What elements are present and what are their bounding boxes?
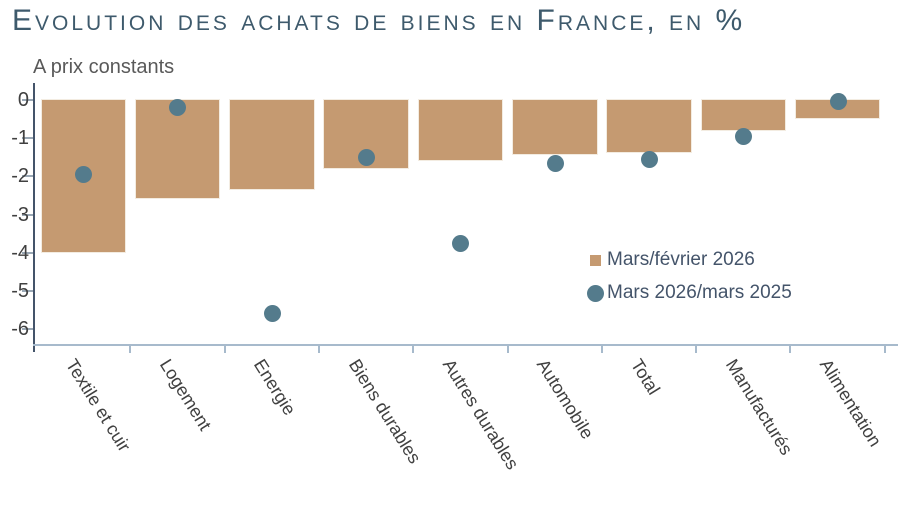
bar-automobile (512, 99, 598, 156)
legend-swatch-box (585, 254, 605, 266)
bar-series-swatch-icon (589, 254, 601, 266)
bar-total (606, 99, 692, 154)
legend-item-dot-series: Mars 2026/mars 2025 (585, 280, 792, 306)
dot-textile-et-cuir (75, 165, 93, 183)
dot-logement (169, 99, 187, 117)
y-tick-label--2: -2 (11, 165, 29, 188)
y-tick-mark (22, 251, 33, 254)
x-tick-mark (600, 346, 603, 353)
x-tick-mark (317, 346, 320, 353)
x-label-energie: Energie (250, 355, 300, 419)
y-tick-label--6: -6 (11, 318, 29, 341)
y-tick-label--4: -4 (11, 241, 29, 264)
x-tick-mark (883, 346, 886, 353)
dot-alimentation (829, 93, 847, 111)
x-axis-line (33, 344, 898, 346)
bar-manufactures (700, 99, 787, 131)
x-label-total: Total (627, 355, 665, 399)
dot-series-swatch-icon (586, 284, 604, 302)
y-tick-label--5: -5 (11, 280, 29, 302)
y-tick-mark (22, 328, 33, 331)
y-tick-mark (22, 99, 33, 101)
y-tick-mark (22, 213, 33, 216)
legend-label-dot-series: Mars 2026/mars 2025 (607, 282, 792, 303)
chart-title: Evolution des achats de biens en France,… (12, 4, 746, 37)
bar-autres-durables (417, 99, 504, 162)
x-label-alimentation: Alimentation (815, 355, 886, 451)
x-label-logement: Logement (155, 355, 216, 434)
x-label-manufactures: Manufacturés (721, 355, 797, 459)
x-label-autres-durables: Autres durables (438, 355, 523, 473)
dot-energie (263, 305, 281, 323)
x-tick-mark (789, 346, 792, 353)
y-tick-label--1: -1 (11, 127, 29, 150)
dot-manufactures (735, 127, 753, 145)
bar-energie (229, 99, 315, 190)
x-tick-mark (129, 346, 132, 353)
legend-swatch-box (585, 284, 605, 302)
chart-subtitle: A prix constants (33, 56, 175, 78)
x-tick-mark (412, 346, 415, 353)
x-tick-mark (223, 346, 226, 353)
dot-total (640, 150, 658, 168)
y-tick-mark (22, 137, 33, 140)
x-label-textile-et-cuir: Textile et cuir (61, 355, 135, 456)
x-label-biens-durables: Biens durables (344, 355, 425, 468)
y-tick-mark (22, 290, 33, 292)
x-tick-mark (695, 346, 698, 353)
y-tick-mark (22, 175, 33, 178)
legend: Mars/février 2026 Mars 2026/mars 2025 (585, 247, 792, 313)
legend-item-bar-series: Mars/février 2026 (585, 247, 792, 273)
y-axis-line (33, 83, 35, 352)
x-label-automobile: Automobile (533, 355, 598, 443)
legend-label-bar-series: Mars/février 2026 (607, 249, 755, 270)
dot-biens-durables (358, 148, 376, 166)
y-tick-label--3: -3 (11, 203, 29, 226)
dot-automobile (546, 154, 564, 172)
dot-autres-durables (452, 234, 470, 252)
y-tick-label-0: 0 (17, 89, 29, 111)
x-tick-mark (506, 346, 509, 353)
